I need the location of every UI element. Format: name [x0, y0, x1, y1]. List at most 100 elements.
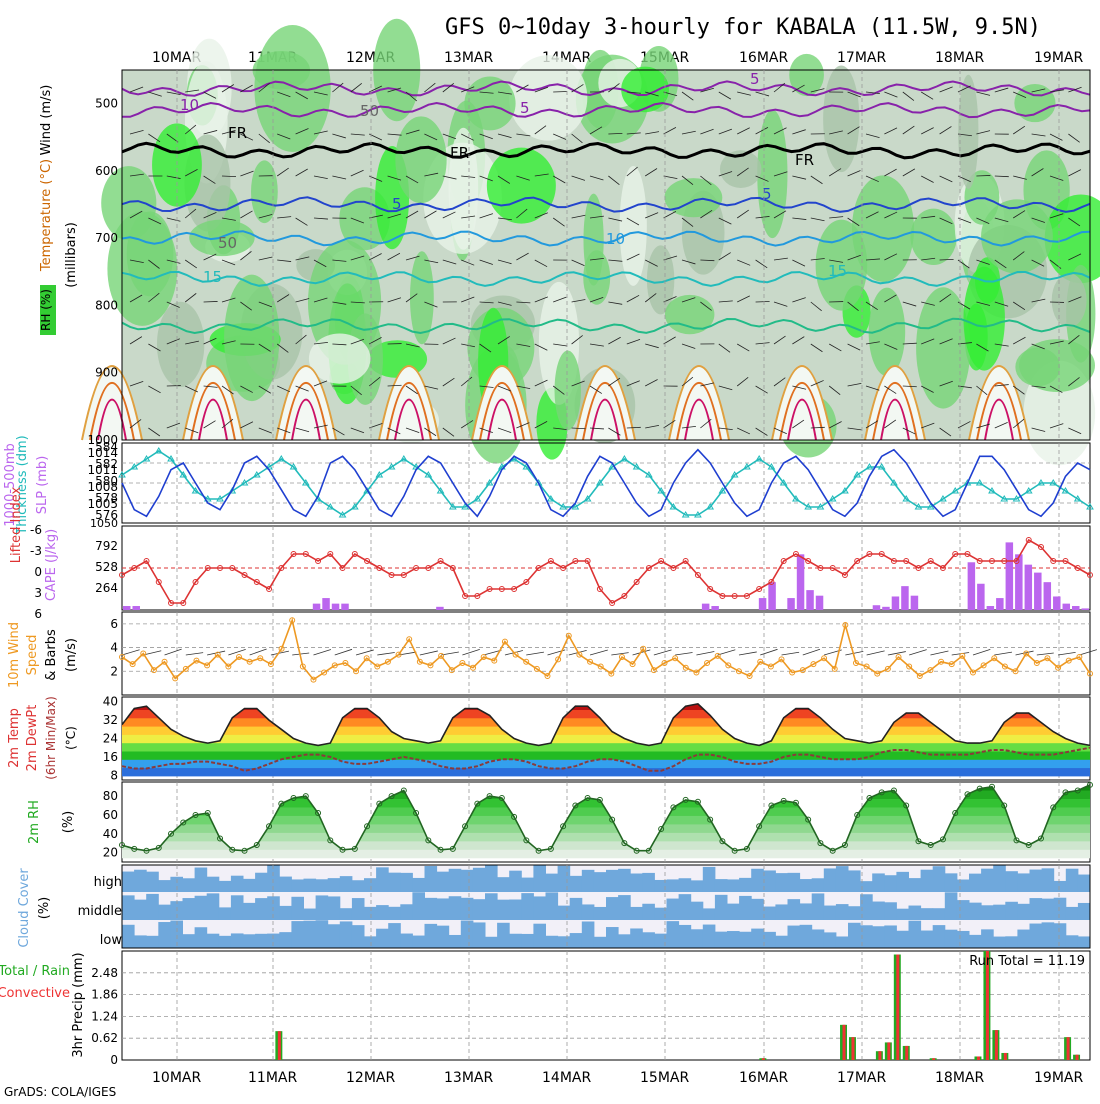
- precip-conv-bar: [896, 955, 899, 1060]
- temp-tick: 16: [103, 750, 118, 764]
- cape-label: CAPE (J/kg): [44, 529, 59, 601]
- cloud-bar: [800, 903, 813, 920]
- cape-bar: [873, 605, 880, 610]
- cloud-bar: [800, 925, 813, 948]
- cape-bar: [901, 586, 908, 610]
- surface-wind-barb: [654, 650, 672, 655]
- cloud-bar: [969, 903, 982, 920]
- cloud-bar: [485, 893, 498, 920]
- cloud-bar: [425, 924, 438, 948]
- cloud-bar: [1078, 875, 1091, 892]
- surface-wind-barb: [930, 651, 948, 655]
- cloud-bar: [763, 870, 776, 892]
- cloud-bar: [243, 879, 256, 892]
- cloud-bar: [291, 879, 304, 892]
- cloud-bar: [304, 909, 317, 920]
- cloud-bar: [195, 927, 208, 948]
- rh-tick: 60: [103, 808, 118, 822]
- cape-bar: [1034, 573, 1041, 610]
- cloud-bar: [388, 907, 401, 920]
- cloud-bar: [1005, 936, 1018, 948]
- precip-conv-bar: [887, 1042, 890, 1060]
- precip-conv-label: Convective: [0, 986, 70, 1001]
- cloud-bar: [630, 907, 643, 920]
- date-tick-bottom: 11MAR: [248, 1070, 297, 1086]
- cape-bar: [816, 596, 823, 610]
- cape-bar: [436, 607, 443, 610]
- temp-label-3: (6hr Min/Max): [44, 696, 58, 780]
- cloud-bar: [775, 904, 788, 920]
- lifted-index-line: [122, 540, 1090, 603]
- cloud-bar: [328, 878, 341, 892]
- date-tick-bottom: 12MAR: [346, 1070, 395, 1086]
- cloud-bar: [195, 868, 208, 892]
- rh-blob: [1019, 339, 1095, 392]
- wind-label-2: Speed: [25, 635, 40, 676]
- cloud-bar: [981, 869, 994, 892]
- rh-blob: [224, 275, 279, 401]
- cloud-bar: [763, 932, 776, 948]
- cloud-bar: [279, 932, 292, 948]
- cloud-bar: [570, 876, 583, 892]
- date-tick-bottom: 15MAR: [640, 1070, 689, 1086]
- cloud-label: Cloud Cover: [17, 868, 32, 948]
- rh-blob: [757, 110, 787, 239]
- cape-bar: [1063, 604, 1070, 610]
- cloud-bar: [412, 878, 425, 892]
- date-tick-bottom: 10MAR: [152, 1070, 201, 1086]
- cloud-bar: [231, 933, 244, 948]
- cloud-bar: [969, 874, 982, 892]
- temp-tick: 24: [103, 732, 118, 746]
- rh-blob: [823, 65, 859, 172]
- li-tick: 3: [34, 586, 42, 600]
- cloud-level-label: low: [100, 933, 123, 948]
- cape-bar: [768, 582, 775, 610]
- cape-bar: [996, 598, 1003, 610]
- cloud-bar: [255, 934, 268, 948]
- precip-conv-bar: [1067, 1037, 1070, 1060]
- cloud-bar: [848, 923, 861, 948]
- cloud-bar: [1066, 935, 1079, 948]
- cloud-bar: [896, 872, 909, 892]
- cloud-bar: [909, 906, 922, 920]
- credit-label: GrADS: COLA/IGES: [4, 1085, 116, 1099]
- cloud-bar: [255, 898, 268, 920]
- slp-tick: 1014: [87, 446, 118, 460]
- cloud-bar: [400, 904, 413, 920]
- slp-tick: 1008: [87, 480, 118, 494]
- contour-label: 10: [606, 230, 625, 248]
- precip-conv-bar: [851, 1037, 854, 1060]
- cloud-bar: [400, 873, 413, 892]
- cloud-bar: [304, 879, 317, 892]
- rh-blob: [251, 160, 278, 223]
- cloud-bar: [400, 934, 413, 948]
- cloud-bar: [521, 893, 534, 920]
- cloud-bar: [183, 934, 196, 948]
- cloud-bar: [812, 878, 825, 892]
- rh-unit-label: (%): [61, 811, 76, 834]
- contour-label: FR: [228, 124, 247, 142]
- cape-bar: [332, 604, 339, 610]
- cloud-bar: [703, 925, 716, 948]
- cloud-bar: [183, 878, 196, 892]
- rh-blob: [620, 166, 647, 286]
- rh-tick: 40: [103, 827, 118, 841]
- surface-wind-barb: [526, 652, 544, 655]
- cloud-bar: [316, 879, 329, 892]
- surface-wind-barb: [186, 653, 203, 655]
- wind-tick: 4: [110, 641, 118, 655]
- cloud-bar: [437, 872, 450, 892]
- cape-bar: [1072, 606, 1079, 610]
- cloud-bar: [691, 902, 704, 920]
- surface-wind-barb: [739, 652, 757, 655]
- date-tick-top: 13MAR: [444, 50, 493, 66]
- cloud-bar: [352, 880, 365, 892]
- temp-tick: 40: [103, 695, 118, 709]
- surface-wind-barb: [888, 652, 906, 655]
- cloud-bar: [412, 892, 425, 920]
- cloud-bar: [437, 898, 450, 920]
- cloud-bar: [546, 874, 559, 892]
- cloud-bar: [582, 870, 595, 892]
- temp-tick: 32: [103, 713, 118, 727]
- cloud-bar: [376, 867, 389, 892]
